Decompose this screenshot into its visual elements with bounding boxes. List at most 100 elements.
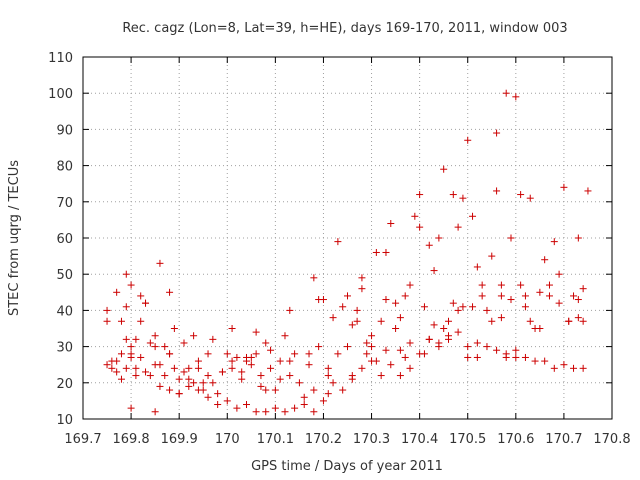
data-point bbox=[190, 379, 198, 387]
data-point bbox=[406, 281, 414, 289]
data-point bbox=[560, 361, 568, 369]
y-tick-label: 110 bbox=[48, 51, 73, 66]
x-tick-label: 169.7 bbox=[64, 432, 101, 447]
data-point bbox=[416, 191, 424, 199]
data-point bbox=[166, 288, 174, 296]
data-point bbox=[440, 165, 448, 173]
data-point bbox=[454, 306, 462, 314]
x-tick-labels: 169.7 169.8 169.9 170 170.1 170.2 170.3 170.4 17… bbox=[64, 432, 630, 447]
data-point bbox=[262, 339, 270, 347]
data-point bbox=[151, 332, 159, 340]
data-point bbox=[233, 353, 241, 361]
data-point bbox=[392, 325, 400, 332]
data-point bbox=[440, 325, 448, 332]
data-point bbox=[113, 288, 121, 296]
data-point bbox=[122, 303, 130, 311]
data-point bbox=[420, 350, 428, 358]
data-point bbox=[276, 357, 284, 365]
data-point bbox=[550, 364, 558, 372]
data-point bbox=[233, 404, 241, 412]
data-point bbox=[209, 335, 217, 343]
data-point bbox=[175, 390, 183, 398]
data-point bbox=[570, 292, 578, 300]
data-point bbox=[185, 375, 193, 383]
data-point bbox=[281, 408, 289, 416]
data-point bbox=[526, 317, 534, 325]
data-point bbox=[545, 292, 553, 300]
data-point bbox=[382, 296, 390, 304]
data-point bbox=[228, 357, 236, 365]
data-point bbox=[190, 332, 198, 340]
data-point bbox=[382, 248, 390, 256]
data-point bbox=[262, 386, 270, 394]
data-point bbox=[348, 372, 356, 380]
data-point bbox=[262, 408, 270, 416]
data-point bbox=[329, 379, 337, 387]
data-point bbox=[194, 357, 202, 365]
data-point bbox=[526, 194, 534, 202]
data-point bbox=[161, 343, 169, 351]
data-point bbox=[469, 303, 477, 311]
data-point bbox=[531, 357, 539, 365]
data-point bbox=[449, 191, 457, 199]
data-point bbox=[214, 390, 222, 398]
data-point bbox=[363, 350, 371, 358]
data-point bbox=[156, 361, 164, 369]
data-point bbox=[137, 292, 145, 300]
data-point bbox=[319, 397, 327, 405]
data-point bbox=[117, 350, 125, 358]
data-point bbox=[555, 270, 563, 278]
data-point bbox=[238, 368, 246, 376]
data-point bbox=[132, 335, 140, 343]
y-tick-label: 100 bbox=[48, 87, 73, 102]
data-point bbox=[252, 350, 260, 358]
data-point bbox=[199, 379, 207, 387]
data-point bbox=[454, 328, 462, 336]
data-point bbox=[286, 372, 294, 380]
data-point bbox=[473, 353, 481, 361]
data-point bbox=[146, 372, 154, 380]
y-tick-label: 60 bbox=[56, 232, 73, 247]
y-tick-label: 30 bbox=[56, 341, 73, 356]
data-point bbox=[334, 238, 342, 246]
data-point bbox=[444, 332, 452, 340]
y-tick-label: 50 bbox=[56, 268, 73, 283]
x-axis-label: GPS time / Days of year 2011 bbox=[251, 459, 443, 474]
data-point bbox=[392, 299, 400, 307]
data-point bbox=[536, 288, 544, 296]
data-point bbox=[194, 386, 202, 394]
data-point bbox=[295, 379, 303, 387]
y-tick-labels: 10 20 30 40 50 60 70 80 90 100 110 bbox=[48, 51, 73, 428]
axis-ticks bbox=[82, 56, 613, 420]
data-point bbox=[103, 306, 111, 314]
data-point bbox=[348, 321, 356, 329]
data-point bbox=[584, 187, 592, 195]
data-point bbox=[372, 357, 380, 365]
data-point bbox=[541, 357, 549, 365]
data-point bbox=[271, 404, 279, 412]
data-point bbox=[127, 404, 135, 412]
data-point bbox=[358, 285, 366, 293]
data-point bbox=[497, 292, 505, 300]
data-point bbox=[267, 346, 275, 354]
data-point bbox=[377, 317, 385, 325]
data-point bbox=[521, 353, 529, 361]
data-point bbox=[579, 364, 587, 372]
data-point bbox=[137, 353, 145, 361]
y-tick-label: 10 bbox=[56, 413, 73, 428]
data-point bbox=[122, 335, 130, 343]
data-point bbox=[180, 339, 188, 347]
data-point bbox=[127, 281, 135, 289]
data-point bbox=[497, 314, 505, 322]
data-points bbox=[103, 89, 592, 416]
data-point bbox=[218, 368, 226, 376]
data-point bbox=[574, 234, 582, 242]
data-point bbox=[252, 408, 260, 416]
data-point bbox=[339, 303, 347, 311]
data-point bbox=[488, 317, 496, 325]
data-point bbox=[286, 306, 294, 314]
data-point bbox=[521, 292, 529, 300]
data-point bbox=[185, 382, 193, 390]
data-point bbox=[507, 234, 515, 242]
